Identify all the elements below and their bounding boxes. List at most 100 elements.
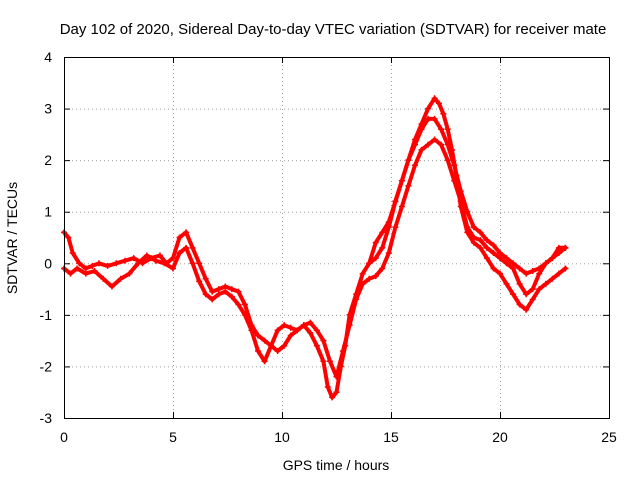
data-point	[170, 265, 176, 272]
data-point	[248, 327, 255, 334]
data-point	[411, 141, 418, 148]
data-point	[108, 283, 115, 290]
data-point	[333, 389, 340, 396]
data-point	[287, 324, 294, 331]
series-group	[61, 95, 569, 401]
data-point	[228, 286, 235, 293]
y-tick-label: -3	[40, 410, 53, 426]
data-point	[313, 327, 320, 334]
data-point	[549, 255, 556, 262]
data-point	[333, 373, 340, 380]
data-point	[464, 208, 471, 215]
data-point	[281, 342, 288, 349]
data-point	[477, 244, 484, 251]
data-point	[398, 177, 405, 184]
data-point	[176, 249, 183, 256]
data-point	[274, 347, 281, 354]
data-point	[385, 249, 392, 256]
data-point	[497, 249, 503, 256]
data-point	[104, 262, 111, 269]
data-point	[241, 301, 248, 308]
data-point	[418, 146, 425, 153]
data-point	[549, 275, 556, 282]
data-point	[379, 244, 386, 251]
series-line-trace-c	[367, 116, 568, 276]
data-point	[470, 224, 477, 231]
data-point	[431, 136, 438, 143]
data-point	[69, 249, 76, 256]
data-point	[438, 126, 445, 133]
x-axis-label: GPS time / hours	[283, 457, 390, 473]
data-point	[255, 332, 262, 339]
data-point	[161, 260, 168, 267]
data-point	[444, 141, 451, 148]
data-point	[516, 280, 523, 287]
data-point	[435, 100, 442, 107]
data-point	[457, 188, 464, 195]
data-point	[418, 126, 425, 133]
data-point	[444, 157, 451, 164]
data-point	[320, 358, 327, 365]
data-point	[483, 244, 490, 251]
data-point	[490, 265, 497, 272]
data-point	[536, 286, 543, 293]
data-point	[372, 255, 379, 262]
data-point	[170, 255, 176, 262]
data-point	[176, 234, 183, 241]
data-point	[516, 265, 523, 272]
data-point	[189, 244, 196, 251]
data-point	[143, 252, 150, 259]
data-point	[366, 260, 373, 267]
data-point	[222, 283, 229, 290]
data-point	[405, 157, 412, 164]
y-tick-label: 1	[44, 204, 52, 220]
y-tick-label: -1	[40, 307, 53, 323]
x-tick-label: 10	[274, 429, 290, 445]
data-point	[261, 358, 268, 365]
x-tick-label: 5	[169, 429, 177, 445]
data-point	[281, 322, 288, 329]
data-point	[523, 291, 530, 298]
data-point	[196, 260, 203, 267]
data-point	[228, 293, 235, 300]
data-point	[555, 270, 562, 277]
data-point	[353, 296, 360, 303]
y-tick-label: -2	[40, 358, 53, 374]
data-point	[440, 110, 447, 117]
data-point	[76, 260, 83, 267]
data-point	[294, 327, 301, 334]
data-point	[152, 257, 159, 264]
data-point	[523, 306, 530, 313]
data-point	[372, 239, 379, 246]
data-point	[359, 280, 366, 287]
data-point	[542, 260, 549, 267]
data-point	[74, 265, 81, 272]
data-point	[255, 347, 262, 354]
data-point	[529, 296, 536, 303]
data-point	[523, 270, 530, 277]
data-point	[490, 249, 497, 256]
data-point	[235, 288, 242, 295]
data-point	[324, 384, 331, 391]
y-tick-label: 0	[44, 255, 52, 271]
data-point	[555, 244, 562, 251]
data-point	[497, 270, 503, 277]
data-point	[117, 275, 124, 282]
data-point	[135, 260, 142, 267]
data-point	[503, 260, 510, 267]
data-point	[470, 239, 477, 246]
data-point	[425, 105, 432, 112]
data-point	[398, 203, 405, 210]
data-point	[490, 242, 497, 249]
data-point	[307, 319, 314, 326]
data-point	[510, 265, 517, 272]
data-point	[215, 286, 222, 293]
data-point	[183, 229, 190, 236]
data-point	[483, 255, 490, 262]
data-point	[425, 115, 432, 122]
data-point	[274, 327, 281, 334]
data-point	[130, 255, 137, 262]
series-line-trace-b	[62, 137, 568, 379]
data-point	[122, 257, 129, 264]
